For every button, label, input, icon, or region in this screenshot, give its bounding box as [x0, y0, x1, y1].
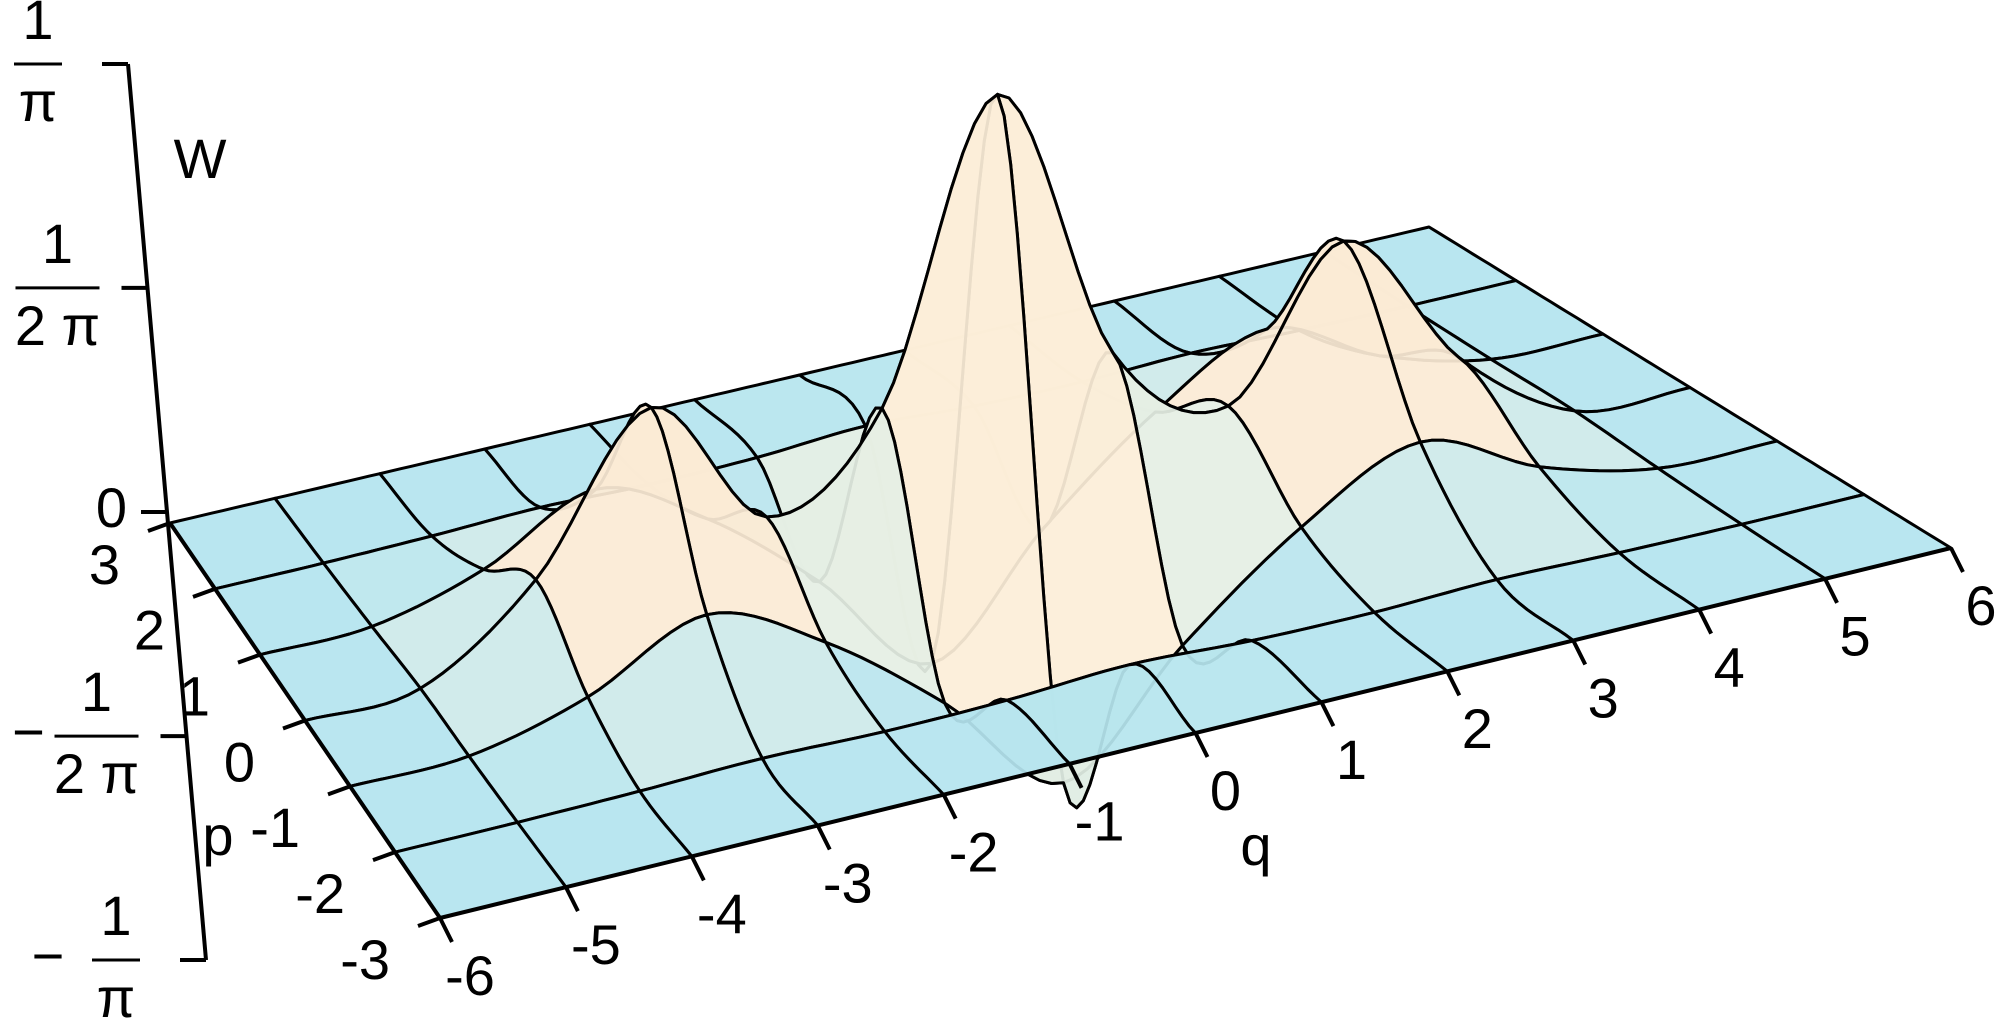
y-tick [282, 718, 306, 731]
x-tick-label: 3 [1588, 666, 1619, 729]
y-tick-label: 2 [134, 599, 165, 662]
x-tick-label: -4 [697, 882, 747, 945]
y-tick-label: -2 [295, 862, 345, 925]
x-tick-label: -1 [1075, 790, 1125, 853]
x-tick [941, 793, 958, 820]
x-tick-label: 2 [1462, 697, 1493, 760]
z-tick-label: 1/π [19, 0, 58, 133]
x-tick-label: -2 [949, 820, 999, 883]
x-tick-label: -6 [445, 944, 495, 1007]
surface [168, 92, 1953, 920]
x-tick [564, 886, 580, 913]
z-tick-label: −1/2 π [12, 660, 139, 805]
y-tick-label: -1 [250, 796, 300, 859]
z-tick-label: 1/2 π [15, 212, 100, 357]
x-tick-label: -3 [823, 851, 873, 914]
x-tick-label: 0 [1210, 759, 1241, 822]
x-tick [1823, 577, 1839, 604]
x-tick [1949, 547, 1965, 573]
x-tick-label: 5 [1840, 605, 1871, 668]
y-tick [417, 916, 441, 928]
z-tick-label: 0 [96, 476, 127, 539]
y-tick-label: 3 [89, 533, 120, 596]
x-tick [438, 917, 454, 943]
y-tick-label: -3 [340, 928, 390, 991]
x-tick [1697, 608, 1713, 635]
x-tick [1571, 639, 1588, 666]
y-tick [327, 784, 351, 797]
x-tick-label: 4 [1714, 635, 1745, 698]
y-tick [237, 652, 261, 665]
y-axis-label: p [202, 804, 233, 867]
x-axis-label: q [1240, 814, 1271, 877]
y-tick [192, 586, 216, 599]
x-tick [1445, 670, 1462, 697]
z-tick-label: −1/π [32, 884, 136, 1026]
x-tick [815, 824, 832, 851]
x-tick [1319, 701, 1336, 728]
y-tick-label: 0 [224, 730, 255, 793]
z-axis-label: W [174, 127, 227, 190]
x-tick-label: 1 [1336, 728, 1367, 791]
x-tick [1067, 762, 1084, 789]
x-tick-label: -5 [571, 913, 621, 976]
x-tick-label: 6 [1965, 574, 1996, 637]
y-tick [372, 850, 396, 863]
x-tick [690, 855, 706, 882]
x-tick [1193, 732, 1210, 758]
